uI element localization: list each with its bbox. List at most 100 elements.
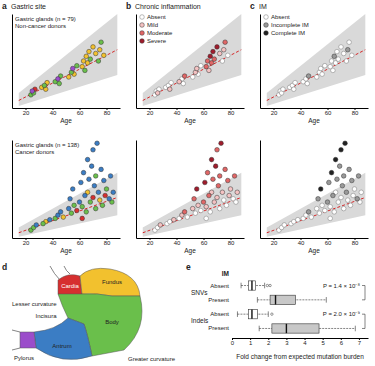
x-tick-label: 60 xyxy=(325,240,332,246)
point xyxy=(351,193,356,198)
annotation: Gastric glands (n = 138) xyxy=(15,142,79,148)
point xyxy=(335,49,340,54)
category-label: Present xyxy=(208,325,229,331)
point xyxy=(68,197,73,202)
point xyxy=(66,75,71,80)
point xyxy=(203,180,208,185)
point xyxy=(79,180,84,185)
point xyxy=(221,198,226,203)
x-axis: 01234567 xyxy=(231,338,369,346)
x-tick-label: 6 xyxy=(340,340,344,346)
x-tick: 80 xyxy=(104,238,111,246)
x-tick: 80 xyxy=(352,238,359,246)
point xyxy=(347,40,352,45)
point xyxy=(223,40,228,45)
x-tick: 20 xyxy=(23,108,30,116)
point xyxy=(305,81,310,86)
point xyxy=(70,187,75,192)
annotation: Gastric glands (n = 79) xyxy=(15,16,76,22)
plot-area xyxy=(267,141,366,237)
region-label: Fundus xyxy=(102,279,122,285)
outlier xyxy=(266,284,268,286)
point xyxy=(340,183,345,188)
x-tick: 1 xyxy=(249,338,253,346)
x-tick-label: 4 xyxy=(303,340,307,346)
box xyxy=(270,295,295,304)
interval-band xyxy=(143,173,242,237)
point xyxy=(293,80,298,85)
x-tick: 60 xyxy=(325,238,332,246)
point xyxy=(318,66,323,71)
point xyxy=(103,193,108,198)
point xyxy=(339,45,344,50)
point xyxy=(41,221,46,226)
point xyxy=(323,208,328,213)
point xyxy=(216,183,221,188)
point xyxy=(70,66,75,71)
x-tick-label: 40 xyxy=(50,240,57,246)
point xyxy=(204,204,209,209)
x-tick: 40 xyxy=(298,108,305,116)
x-tick: 3 xyxy=(285,338,289,346)
x-tick: 7 xyxy=(358,338,362,346)
point xyxy=(291,87,296,92)
x-tick-label: 60 xyxy=(77,110,84,116)
y-axis-line xyxy=(136,15,137,109)
x-axis: 20406080 xyxy=(137,238,245,246)
legend-label: Moderate xyxy=(147,30,173,36)
point xyxy=(88,200,93,205)
y-axis-title: IM xyxy=(222,270,229,277)
point xyxy=(296,217,301,222)
panel-letter: c xyxy=(250,1,255,11)
x-axis-title: Age xyxy=(60,247,72,255)
x-axis: 20406080 xyxy=(137,108,245,116)
whisker-cap-high xyxy=(268,311,269,317)
point xyxy=(77,200,82,205)
point xyxy=(332,54,337,59)
point xyxy=(193,211,198,216)
point xyxy=(332,210,337,215)
y-axis-line xyxy=(12,15,13,109)
x-tick: 20 xyxy=(147,108,154,116)
point xyxy=(320,72,325,77)
legend-label: Severe xyxy=(147,38,167,44)
x-tick-label: 60 xyxy=(325,110,332,116)
x-tick: 80 xyxy=(228,238,235,246)
point xyxy=(359,190,364,195)
y-axis-line xyxy=(260,15,261,109)
point xyxy=(108,174,113,179)
point xyxy=(220,59,225,64)
median xyxy=(275,295,276,304)
point xyxy=(83,193,88,198)
whisker-cap-low xyxy=(237,311,238,317)
stomach-region xyxy=(34,318,92,360)
point xyxy=(167,87,172,92)
x-tick-label: 2 xyxy=(267,340,271,346)
point xyxy=(48,217,53,222)
point xyxy=(348,203,353,208)
legend-label: Absent xyxy=(147,14,166,20)
point xyxy=(232,174,237,179)
point xyxy=(194,187,199,192)
whisker-cap-low xyxy=(257,297,258,303)
plot-area xyxy=(143,14,242,106)
region-label: Body xyxy=(105,319,119,325)
y-axis-line xyxy=(12,141,13,239)
point xyxy=(85,157,90,162)
x-tick-label: 80 xyxy=(228,240,235,246)
point xyxy=(177,79,182,84)
point xyxy=(328,216,333,221)
point xyxy=(350,53,355,58)
point xyxy=(213,164,218,169)
panel-letter: a xyxy=(2,1,7,11)
point xyxy=(224,203,229,208)
x-tick: 60 xyxy=(201,108,208,116)
point xyxy=(102,178,107,183)
point xyxy=(93,174,98,179)
point xyxy=(96,59,101,64)
point xyxy=(91,195,96,200)
point xyxy=(335,177,340,182)
x-tick: 60 xyxy=(201,238,208,246)
x-tick-label: 60 xyxy=(77,240,84,246)
point xyxy=(107,197,112,202)
